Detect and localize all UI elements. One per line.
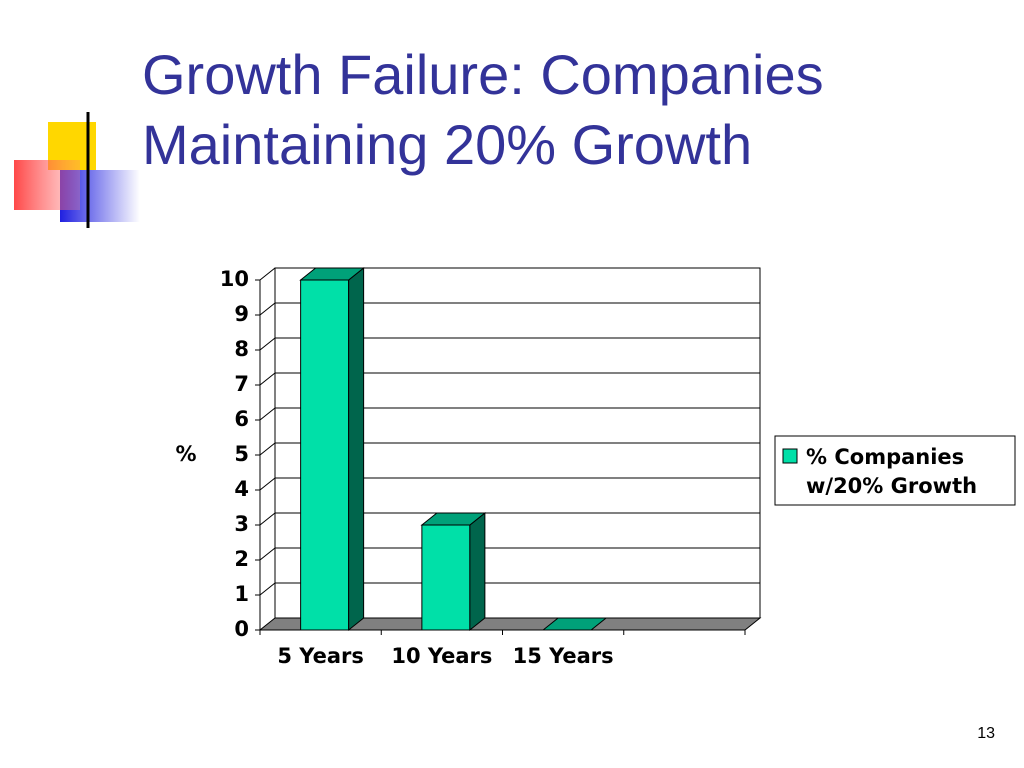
- decoration: [14, 112, 980, 228]
- y-tick-label: 7: [234, 372, 249, 396]
- bar-side: [469, 511, 486, 632]
- grid-line: [259, 512, 276, 526]
- y-tick-label: 6: [234, 407, 249, 431]
- x-tick-label: 5 Years: [277, 644, 363, 668]
- legend-label: % Companies w/20% Growth: [806, 445, 978, 498]
- bar-front: [421, 524, 471, 631]
- grid-line: [259, 407, 276, 421]
- y-tick-label: 2: [234, 547, 249, 571]
- y-axis-label: %: [175, 442, 196, 466]
- grid-line: [259, 302, 276, 316]
- slide-title: Growth Failure: Companies Maintaining 20…: [142, 43, 824, 176]
- y-tick-label: 10: [220, 267, 249, 291]
- bar-front: [300, 279, 350, 631]
- grid-line: [259, 477, 276, 491]
- bar-top: [299, 267, 366, 281]
- bar-top: [541, 617, 608, 631]
- y-tick-label: 4: [234, 477, 249, 501]
- y-tick-label: 3: [234, 512, 249, 536]
- y-tick-label: 1: [234, 582, 249, 606]
- x-tick-label: 10 Years: [391, 644, 492, 668]
- y-tick-label: 5: [234, 442, 249, 466]
- grid-line: [259, 337, 276, 351]
- legend-box: [774, 435, 1016, 506]
- bar-side: [348, 266, 365, 632]
- grid-line: [259, 442, 276, 456]
- y-tick-label: 0: [234, 617, 249, 641]
- bar-top: [420, 512, 487, 526]
- y-tick-label: 8: [234, 337, 249, 361]
- x-tick-label: 15 Years: [513, 644, 614, 668]
- grid-line: [259, 372, 276, 386]
- grid-line: [259, 582, 276, 596]
- bar: [299, 266, 366, 632]
- bar: [541, 617, 608, 631]
- grid-line: [259, 267, 276, 281]
- y-tick-label: 9: [234, 302, 249, 326]
- legend-swatch: [782, 448, 798, 464]
- bar: [420, 511, 487, 632]
- page-number: 13: [977, 725, 995, 742]
- grid-line: [259, 547, 276, 561]
